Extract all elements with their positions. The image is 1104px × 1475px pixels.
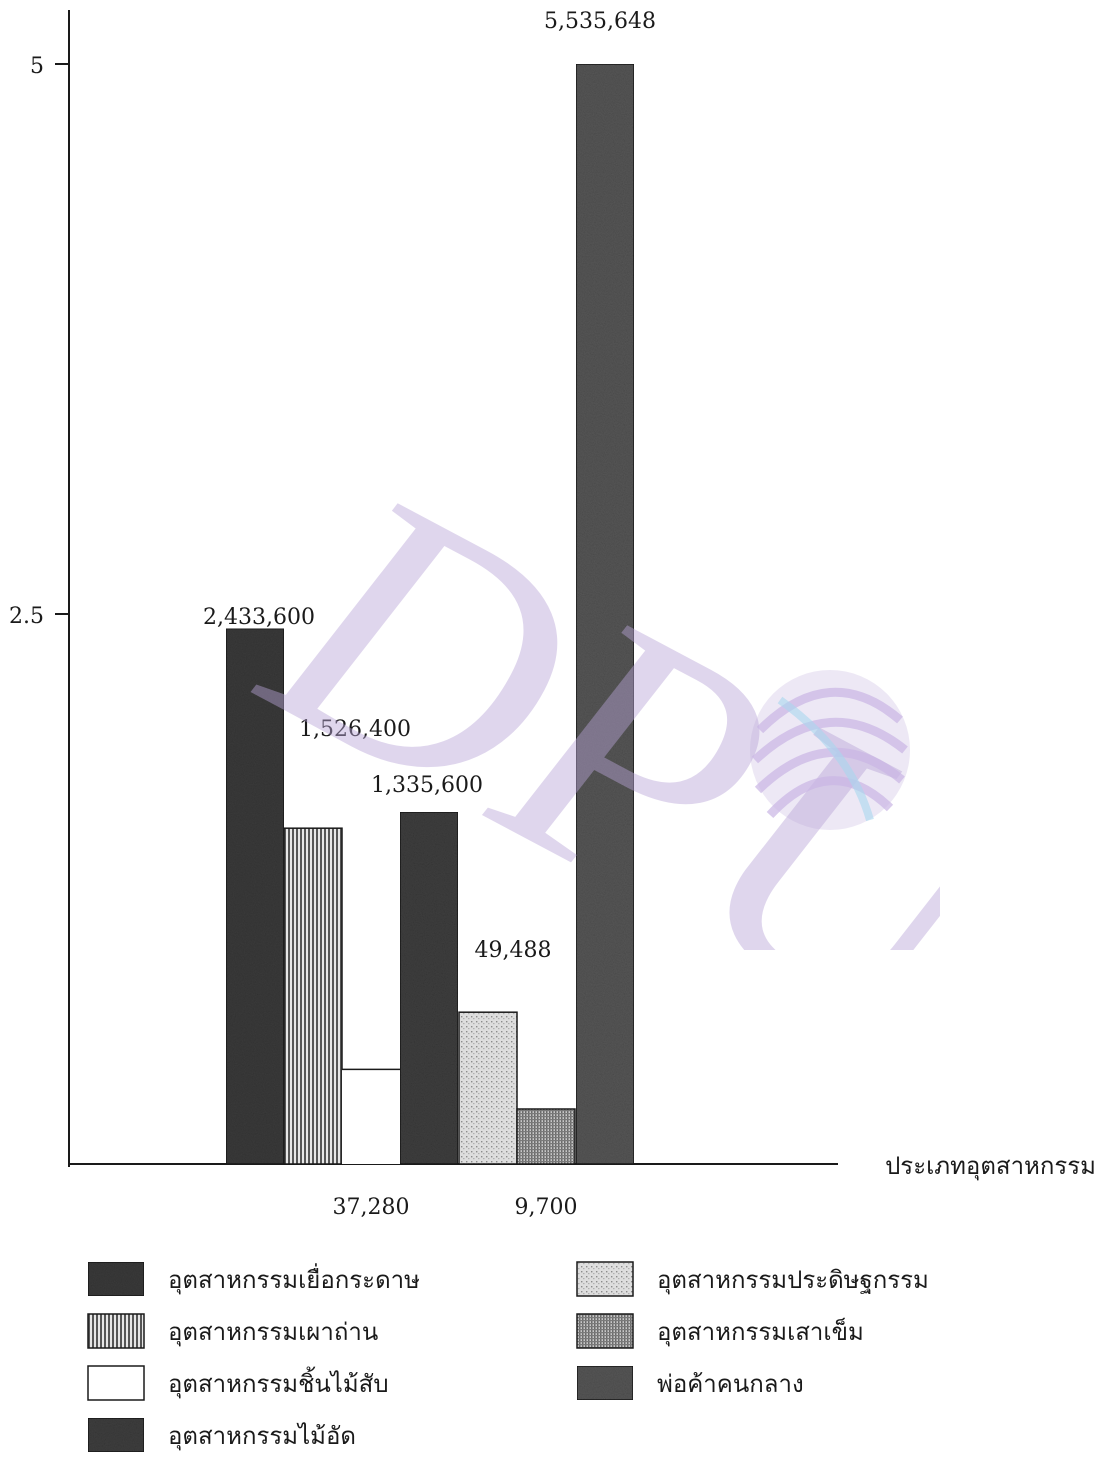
legend-label: อุตสาหกรรมเสาเข็ม [657,1317,864,1347]
legend-item: อุตสาหกรรมชิ้นไม้สับ [87,1365,389,1401]
legend-item: อุตสาหกรรมเสาเข็ม [576,1313,864,1349]
bar-7 [575,63,635,1165]
bar-value-label: 9,700 [515,1195,578,1220]
bar-rect [516,1108,576,1165]
legend-label: อุตสาหกรรมไม้อัด [168,1422,356,1451]
bar-value-label: 37,280 [333,1195,410,1220]
bar-6 [516,1108,576,1165]
x-axis: ประเภทอุตสาหกรรม [69,1152,1096,1181]
bar-5 [458,1011,518,1165]
bars-group [225,63,635,1165]
bar-rect [458,1011,518,1165]
bar-value-label: 5,535,648 [544,9,656,34]
legend-item: พ่อค้าคนกลาง [576,1365,804,1401]
bar-value-label: 1,335,600 [371,773,483,798]
legend-swatch [87,1365,145,1401]
legend-item: อุตสาหกรรมไม้อัด [87,1417,356,1453]
bar-value-label: 49,488 [475,938,552,963]
legend-label: อุตสาหกรรมเผาถ่าน [168,1318,378,1347]
bar-rect [225,627,285,1165]
bar-value-label: 1,526,400 [299,717,411,742]
legend-label: อุตสาหกรรมประดิษฐกรรม [657,1266,929,1295]
legend-swatch [576,1261,634,1297]
bar-value-label: 2,433,600 [203,605,315,630]
bar-1 [225,627,285,1165]
legend-label: พ่อค้าคนกลาง [657,1370,804,1398]
y-tick-label: 5 [30,54,44,79]
legend-item: อุตสาหกรรมประดิษฐกรรม [576,1261,929,1297]
y-tick-label: 2.5 [9,604,44,629]
y-ticks: 52.5 [9,54,69,629]
legend-label: อุตสาหกรรมชิ้นไม้สับ [168,1366,389,1399]
legend-swatch [87,1417,145,1453]
bar-rect [283,827,343,1165]
bar-2 [283,827,343,1165]
bar-rect [342,1069,400,1164]
legend-item: อุตสาหกรรมเยื่อกระดาษ [87,1261,420,1297]
bar-rect [399,811,459,1165]
legend-label: อุตสาหกรรมเยื่อกระดาษ [168,1263,420,1295]
bar-4 [399,811,459,1165]
bar-3 [342,1068,400,1164]
legend: อุตสาหกรรมเยื่อกระดาษอุตสาหกรรมเผาถ่านอุ… [87,1261,929,1453]
legend-swatch [576,1313,634,1349]
bar-rect [575,63,635,1165]
value-labels-group: 2,433,600 1,526,400 37,280 1,335,600 49,488 9… [203,9,656,1220]
legend-swatch [87,1313,145,1349]
legend-swatch [576,1365,634,1401]
x-axis-title: ประเภทอุตสาหกรรม [885,1152,1096,1181]
legend-swatch [87,1261,145,1297]
legend-item: อุตสาหกรรมเผาถ่าน [87,1313,378,1349]
y-axis: 52.5 [9,10,70,1167]
